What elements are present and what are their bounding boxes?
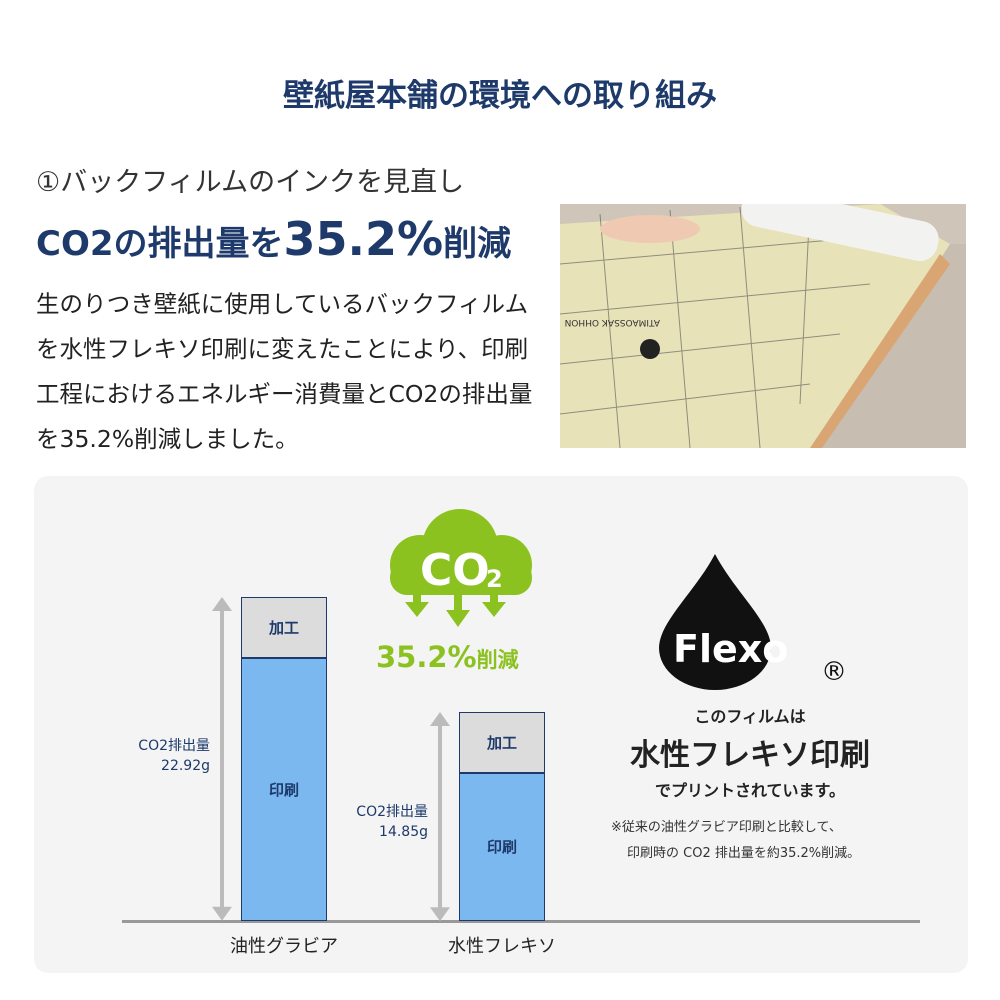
bar-segment-print: 印刷 [459,772,545,921]
total-value: 14.85g [379,823,428,840]
total-arrow [212,597,232,921]
total-label-text: CO2排出量 [138,738,210,755]
headline-post: 削減 [443,224,512,264]
total-value: 22.92g [161,758,210,775]
co2-cloud-icon: CO 2 [390,509,532,627]
x-tick-label: 水性フレキソ [448,936,556,957]
product-photo: ATIMAOSSAK OHHON [560,204,966,448]
total-label-text: CO2排出量 [356,803,428,820]
x-tick-label: 油性グラビア [230,936,338,957]
bar-segment-process: 加工 [241,597,327,658]
bar-segment-print: 印刷 [241,657,327,921]
flexo-note2: 印刷時の CO2 排出量を約35.2%削減。 [627,846,861,861]
headline-value: 35.2% [283,212,444,266]
flexo-line2: 水性フレキソ印刷 [630,738,870,773]
section-subtitle: ①バックフィルムのインクを見直し [36,167,465,198]
reduction-value: 35.2% [376,640,477,674]
total-label: CO2排出量 14.85g [310,802,428,842]
photo-print-text: ATIMAOSSAK OHHON [565,317,660,327]
flexo-line1: このフィルムは [694,707,806,726]
page-title: 壁紙屋本舗の環境への取り組み [283,78,717,114]
headline-pre: CO2の排出量を [36,224,284,264]
total-arrow [430,711,450,921]
registered-mark: ® [821,657,847,687]
segment-label: 印刷 [486,838,517,857]
reduction-suffix: 削減 [476,648,519,672]
flexo-line3: でプリントされています。 [655,781,845,800]
flexo-logo-text: Flexo [673,627,788,671]
cloud-co-text: CO [420,545,490,596]
reduction-label: 35.2%削減 [376,640,519,674]
section-headline: CO2の排出量を35.2%削減 [36,212,511,266]
segment-label: 加工 [486,733,517,752]
flexo-note1: ※従来の油性グラビア印刷と比較して、 [611,820,842,835]
section-body: 生のりつき壁紙に使用しているバックフィルムを水性フレキソ印刷に変えたことにより、… [36,290,533,453]
segment-label: 加工 [268,619,299,638]
segment-label: 印刷 [268,780,299,799]
flexo-logo: Flexo ® [659,554,847,690]
baseline [122,920,920,923]
bar-segment-process: 加工 [459,711,545,773]
cloud-sub-text: 2 [486,565,503,593]
total-label: CO2排出量 22.92g [92,736,210,776]
